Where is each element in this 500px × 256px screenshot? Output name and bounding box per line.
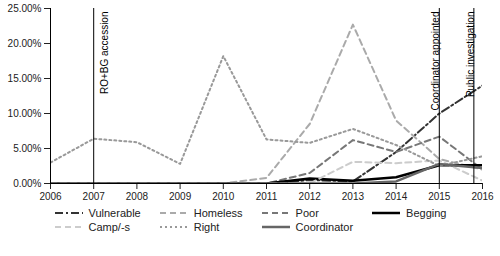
svg-text:2007: 2007 xyxy=(83,191,106,202)
svg-text:RO+BG accession: RO+BG accession xyxy=(99,12,110,95)
html-text:Coordinator: Coordinator xyxy=(295,221,354,233)
svg-text:2014: 2014 xyxy=(385,191,408,202)
svg-text:Public investigation: Public investigation xyxy=(465,12,476,98)
svg-text:2010: 2010 xyxy=(212,191,235,202)
svg-text:2013: 2013 xyxy=(342,191,365,202)
svg-text:2008: 2008 xyxy=(126,191,149,202)
svg-text:25.00%: 25.00% xyxy=(8,3,42,14)
html-text:Homeless: Homeless xyxy=(193,207,243,219)
svg-text:15.00%: 15.00% xyxy=(8,73,42,84)
svg-text:2009: 2009 xyxy=(169,191,192,202)
svg-text:2006: 2006 xyxy=(39,191,62,202)
svg-text:Coordinator appointed: Coordinator appointed xyxy=(430,12,441,111)
html-text:Vulnerable: Vulnerable xyxy=(88,207,141,219)
svg-text:10.00%: 10.00% xyxy=(8,108,42,119)
svg-text:2016: 2016 xyxy=(471,191,494,202)
svg-text:20.00%: 20.00% xyxy=(8,38,42,49)
html-text:Camp/-s: Camp/-s xyxy=(88,221,131,233)
html-text:Begging: Begging xyxy=(406,207,447,219)
svg-text:2012: 2012 xyxy=(299,191,322,202)
html-text:Right: Right xyxy=(193,221,220,233)
svg-text:5.00%: 5.00% xyxy=(13,143,41,154)
svg-text:0.00%: 0.00% xyxy=(13,178,41,189)
svg-text:2015: 2015 xyxy=(428,191,451,202)
svg-text:2011: 2011 xyxy=(256,191,278,202)
html-text:Poor: Poor xyxy=(295,207,319,219)
